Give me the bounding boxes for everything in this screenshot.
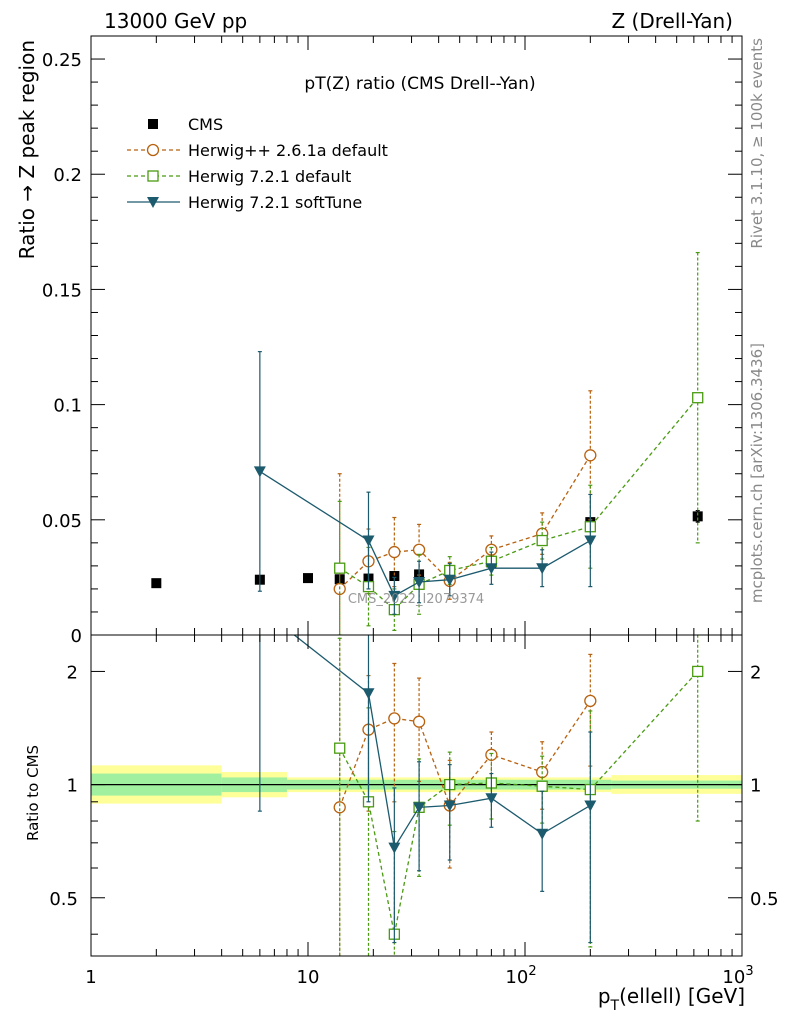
ratio-y-tick-label-right: 2 xyxy=(750,662,761,683)
x-tick-label: 102 xyxy=(505,964,536,988)
data-point-cms xyxy=(303,573,313,584)
axis-ticks: 1 10 102 103 0 0.05 0.1 0.15 0.2 0.25 0.5 0.5 1 1 2 2 xyxy=(42,35,779,988)
data-point-softtune xyxy=(443,800,456,812)
x-tick-label-exp: 2 xyxy=(528,964,536,979)
legend-label-cms: CMS xyxy=(188,115,223,134)
x-axis-label: pT(ellell) [GeV] xyxy=(598,984,745,1014)
data-point-herwig721 xyxy=(334,562,346,574)
legend-marker-herwig721 xyxy=(147,170,159,182)
header-left: 13000 GeV pp xyxy=(104,9,247,33)
legend-label-herwigpp: Herwig++ 2.6.1a default xyxy=(188,141,388,160)
data-point-herwigpp xyxy=(388,545,401,559)
data-point-softtune xyxy=(584,800,597,812)
y-tick-label: 0.15 xyxy=(42,280,82,301)
data-point-cms xyxy=(692,511,703,522)
data-point-softtune xyxy=(388,590,401,602)
data-point-herwigpp xyxy=(412,543,426,556)
series-line-softtune xyxy=(293,635,591,850)
header-right: Z (Drell-Yan) xyxy=(611,9,733,33)
bottom-panel-series xyxy=(254,603,704,956)
x-tick-label-exp: 3 xyxy=(745,964,753,979)
series-herwigpp xyxy=(333,390,597,635)
data-point-softtune xyxy=(584,535,597,547)
data-point-softtune xyxy=(485,793,498,805)
data-point-softtune xyxy=(413,802,426,814)
data-point-cms xyxy=(151,578,162,589)
ratio-y-tick-label-right: 1 xyxy=(750,776,761,797)
y-tick-label: 0.2 xyxy=(53,165,82,186)
x-axis-label-rest: (ellell) [GeV] xyxy=(619,984,745,1008)
x-axis-label-p: p xyxy=(598,984,611,1008)
data-point-herwigpp xyxy=(412,715,426,728)
series-softtune xyxy=(253,351,597,615)
data-point-softtune xyxy=(485,563,498,575)
rivet-version-label: Rivet 3.1.10, ≥ 100k events xyxy=(748,38,766,249)
y-tick-label: 0 xyxy=(71,626,82,647)
series-line-herwig721 xyxy=(339,397,699,611)
bottom-ylabel: Ratio to CMS xyxy=(24,745,42,841)
bottom-panel-frame xyxy=(90,634,743,957)
series-softtune xyxy=(254,603,597,944)
data-point-softtune xyxy=(254,603,266,614)
series-line-herwig721 xyxy=(339,670,699,935)
series-cms xyxy=(151,509,703,589)
ratio-y-tick-label: 2 xyxy=(67,662,78,683)
legend-marker-softtune xyxy=(147,197,159,208)
y-tick-label: 0.05 xyxy=(42,511,82,532)
data-point-softtune xyxy=(362,535,375,547)
legend-marker-herwigpp xyxy=(146,143,160,157)
ratio-y-tick-label-right: 0.5 xyxy=(750,889,779,910)
x-axis-label-sub: T xyxy=(610,998,620,1014)
watermark-label: CMS_2022_I2079374 xyxy=(348,592,484,607)
data-point-softtune xyxy=(253,466,266,478)
y-tick-label: 0.25 xyxy=(42,50,82,71)
data-point-herwigpp xyxy=(388,712,401,725)
data-point-herwig721 xyxy=(692,392,704,404)
series-herwigpp xyxy=(333,635,597,956)
ratio-uncertainty-band xyxy=(91,765,742,804)
top-panel-series xyxy=(151,251,704,635)
x-tick-label: 10 xyxy=(297,967,320,988)
ratio-y-tick-label: 1 xyxy=(67,776,78,797)
data-point-herwig721 xyxy=(536,780,548,792)
data-point-softtune xyxy=(536,828,549,840)
x-tick-label: 103 xyxy=(722,964,753,988)
legend: CMS Herwig++ 2.6.1a default Herwig 7.2.1… xyxy=(127,115,388,212)
data-point-softtune xyxy=(362,688,375,700)
data-point-herwigpp xyxy=(584,449,597,462)
data-point-softtune xyxy=(388,842,401,854)
data-point-softtune xyxy=(536,563,549,575)
ratio-y-tick-label: 0.5 xyxy=(49,889,78,910)
data-point-herwig721 xyxy=(334,742,346,754)
plot-title: pT(Z) ratio (CMS Drell--Yan) xyxy=(304,74,535,94)
series-line-softtune xyxy=(259,470,591,597)
data-point-softtune xyxy=(413,577,426,589)
data-point-herwig721 xyxy=(692,665,704,678)
data-point-herwigpp xyxy=(333,801,346,814)
top-ylabel: Ratio → Z peak region xyxy=(15,40,39,259)
source-label: mcplots.cern.ch [arXiv:1306.3436] xyxy=(748,343,766,603)
x-tick-label: 1 xyxy=(85,967,96,988)
legend-label-herwig721: Herwig 7.2.1 default xyxy=(188,167,351,186)
data-point-softtune xyxy=(443,574,456,586)
data-point-cms xyxy=(389,571,400,582)
y-tick-label: 0.1 xyxy=(53,396,82,417)
series-line-herwigpp xyxy=(339,454,591,590)
data-point-herwigpp xyxy=(584,694,597,708)
data-point-herwig721 xyxy=(536,534,548,547)
legend-label-softtune: Herwig 7.2.1 softTune xyxy=(188,193,362,212)
legend-marker-cms xyxy=(148,119,158,129)
